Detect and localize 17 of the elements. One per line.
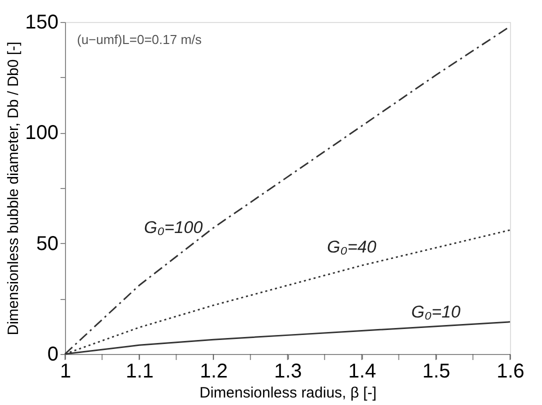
- x-tick-label: 1: [60, 360, 72, 382]
- annotation: (u−umf)L=0=0.17 m/s: [77, 32, 202, 47]
- x-tick-label: 1.6: [496, 360, 524, 382]
- series-label: G₀=100: [144, 218, 204, 237]
- x-tick-label: 1.2: [200, 360, 228, 382]
- series-label: G₀=40: [327, 237, 377, 256]
- x-tick-label: 1.1: [126, 360, 154, 382]
- y-tick-label: 100: [25, 122, 58, 144]
- y-axis-title: Dimensionless bubble diameter, Db / Db0 [-]: [5, 42, 22, 336]
- y-tick-label: 150: [25, 12, 58, 34]
- x-tick-label: 1.3: [274, 360, 302, 382]
- series-label: G₀=10: [411, 302, 461, 322]
- y-tick-label: 0: [47, 344, 58, 366]
- y-tick-label: 50: [36, 232, 58, 255]
- x-axis-title: Dimensionless radius, β [-]: [199, 384, 377, 402]
- x-tick-label: 1.4: [348, 360, 376, 382]
- x-tick-label: 1.5: [422, 360, 450, 382]
